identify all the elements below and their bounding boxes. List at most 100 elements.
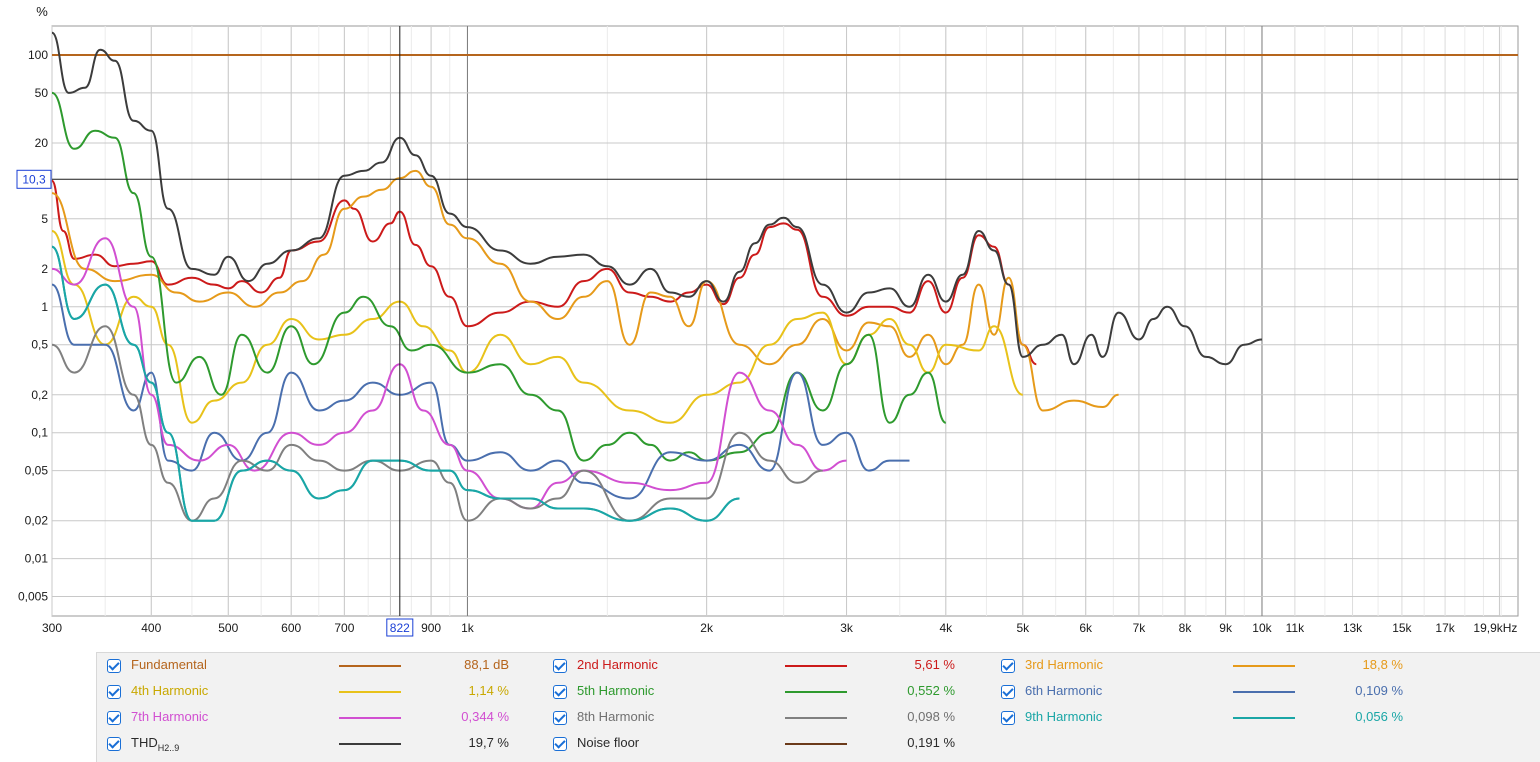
x-tick-label: 300: [42, 621, 62, 635]
checkbox-9th-harmonic[interactable]: [1001, 711, 1015, 725]
legend-item-fundamental[interactable]: Fundamental 88,1 dB: [97, 655, 547, 681]
legend-item-3rd-harmonic[interactable]: 3rd Harmonic 18,8 %: [991, 655, 1441, 681]
cursor-x-box: [386, 618, 414, 637]
legend-value: 0,344 %: [461, 709, 509, 724]
legend-swatch: [785, 717, 847, 719]
legend-swatch: [1233, 665, 1295, 667]
series-line-thd: [51, 31, 1263, 366]
x-tick-label: 9k: [1219, 621, 1233, 635]
checkbox-2nd-harmonic[interactable]: [553, 659, 567, 673]
x-tick-label: 400: [141, 621, 161, 635]
x-tick-label: 900: [421, 621, 441, 635]
legend-label: 5th Harmonic: [577, 683, 655, 698]
y-tick-label: 0,02: [25, 514, 49, 528]
legend-swatch: [339, 743, 401, 745]
legend-swatch: [785, 691, 847, 693]
checkbox-thd[interactable]: [107, 737, 121, 751]
x-tick-label: 17k: [1435, 621, 1455, 635]
legend-item-9th-harmonic[interactable]: 9th Harmonic 0,056 %: [991, 707, 1441, 733]
y-axis-label: %: [36, 4, 48, 19]
legend-label: Fundamental: [131, 657, 207, 672]
legend-value: 88,1 dB: [464, 657, 509, 672]
y-tick-label: 50: [35, 86, 49, 100]
y-tick-label: 0,1: [31, 426, 48, 440]
legend-item-8th-harmonic[interactable]: 8th Harmonic 0,098 %: [543, 707, 993, 733]
x-tick-label: 1k: [461, 621, 475, 635]
legend-swatch: [785, 743, 847, 745]
legend-swatch: [785, 665, 847, 667]
x-tick-label: 13k: [1343, 621, 1363, 635]
legend-item-noise-floor[interactable]: Noise floor 0,191 %: [543, 733, 993, 759]
legend-value: 0,098 %: [907, 709, 955, 724]
legend-swatch: [1233, 691, 1295, 693]
cursor-y-box: [16, 169, 52, 189]
legend-label-subscript: H2..9: [157, 743, 180, 753]
series-line-5th-harmonic: [51, 91, 947, 462]
series-line-2nd-harmonic: [51, 179, 1037, 366]
legend-value: 0,109 %: [1355, 683, 1403, 698]
legend-label: 2nd Harmonic: [577, 657, 658, 672]
y-tick-label: 0,01: [25, 552, 49, 566]
checkbox-6th-harmonic[interactable]: [1001, 685, 1015, 699]
legend-label: 7th Harmonic: [131, 709, 209, 724]
legend-swatch: [339, 691, 401, 693]
legend-panel: Fundamental 88,1 dB 2nd Harmonic 5,61 % …: [96, 652, 1540, 762]
y-tick-label: 0,5: [31, 338, 48, 352]
x-tick-label: 19,9kHz: [1473, 621, 1517, 635]
legend-label: 4th Harmonic: [131, 683, 209, 698]
checkbox-5th-harmonic[interactable]: [553, 685, 567, 699]
legend-label: 9th Harmonic: [1025, 709, 1103, 724]
cursor-x-readout: 822: [386, 618, 414, 637]
legend-label: Noise floor: [577, 735, 640, 750]
cursor-y-label: 10,3: [22, 172, 46, 186]
legend-swatch: [1233, 717, 1295, 719]
x-tick-label: 11k: [1286, 621, 1305, 635]
y-tick-label: 5: [41, 212, 48, 226]
y-tick-label: 0,05: [25, 464, 49, 478]
y-tick-label: 0,005: [18, 589, 48, 603]
distortion-chart[interactable]: 30040050060070089001k2k3k4k5k6k7k8k9k10k…: [0, 0, 1540, 650]
checkbox-fundamental[interactable]: [107, 659, 121, 673]
series-line-3rd-harmonic: [51, 169, 1119, 412]
legend-value: 0,552 %: [907, 683, 955, 698]
checkbox-8th-harmonic[interactable]: [553, 711, 567, 725]
x-tick-label: 7k: [1133, 621, 1147, 635]
series-line-4th-harmonic: [51, 230, 1024, 424]
checkbox-3rd-harmonic[interactable]: [1001, 659, 1015, 673]
checkbox-4th-harmonic[interactable]: [107, 685, 121, 699]
series-line-7th-harmonic: [51, 237, 847, 510]
legend-item-2nd-harmonic[interactable]: 2nd Harmonic 5,61 %: [543, 655, 993, 681]
y-tick-label: 100: [28, 48, 48, 62]
y-tick-label: 1: [41, 300, 48, 314]
legend-item-4th-harmonic[interactable]: 4th Harmonic 1,14 %: [97, 681, 547, 707]
x-tick-label: 8k: [1179, 621, 1193, 635]
x-tick-label: 5k: [1016, 621, 1030, 635]
x-tick-label: 500: [218, 621, 238, 635]
legend-swatch: [339, 717, 401, 719]
x-tick-label: 4k: [939, 621, 953, 635]
legend-item-5th-harmonic[interactable]: 5th Harmonic 0,552 %: [543, 681, 993, 707]
legend-value: 18,8 %: [1362, 657, 1403, 672]
cursor-x-label: 822: [390, 621, 410, 635]
y-tick-label: 20: [35, 136, 49, 150]
legend-item-thd[interactable]: THDH2..9 19,7 %: [97, 733, 547, 759]
x-tick-label: 2k: [700, 621, 714, 635]
legend-item-6th-harmonic[interactable]: 6th Harmonic 0,109 %: [991, 681, 1441, 707]
legend-label: THDH2..9: [131, 735, 180, 753]
x-tick-label: 10k: [1252, 621, 1272, 635]
legend-value: 19,7 %: [468, 735, 509, 750]
x-tick-label: 3k: [840, 621, 854, 635]
checkbox-7th-harmonic[interactable]: [107, 711, 121, 725]
legend-label: 3rd Harmonic: [1025, 657, 1104, 672]
legend-value: 5,61 %: [914, 657, 955, 672]
plot-area: [51, 25, 1519, 617]
x-tick-label: 15k: [1392, 621, 1412, 635]
checkbox-noise-floor[interactable]: [553, 737, 567, 751]
cursor-y-readout: 10,3: [16, 169, 52, 189]
legend-item-7th-harmonic[interactable]: 7th Harmonic 0,344 %: [97, 707, 547, 733]
legend-value: 1,14 %: [468, 683, 509, 698]
y-tick-label: 0,2: [31, 388, 48, 402]
x-tick-label: 700: [334, 621, 354, 635]
x-tick-label: 600: [281, 621, 301, 635]
legend-swatch: [339, 665, 401, 667]
